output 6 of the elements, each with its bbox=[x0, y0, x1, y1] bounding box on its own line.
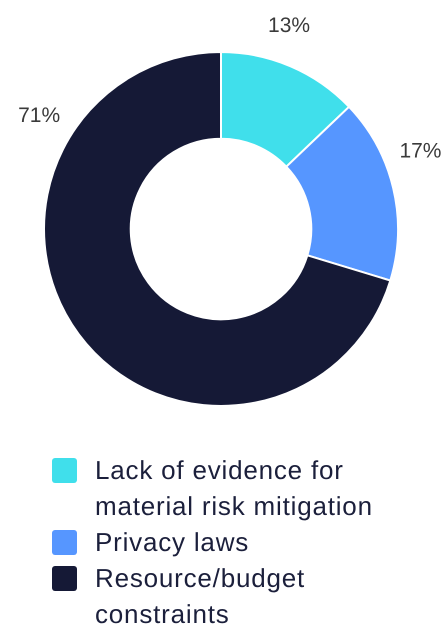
data-label: 71% bbox=[18, 104, 60, 128]
data-label: 17% bbox=[399, 139, 442, 162]
legend-label: Privacy laws bbox=[95, 526, 250, 559]
data-label: 13% bbox=[268, 14, 310, 37]
legend-label: Resource/budget constraints bbox=[95, 562, 306, 631]
legend-label: Lack of evidence for material risk mitigation bbox=[95, 454, 374, 523]
